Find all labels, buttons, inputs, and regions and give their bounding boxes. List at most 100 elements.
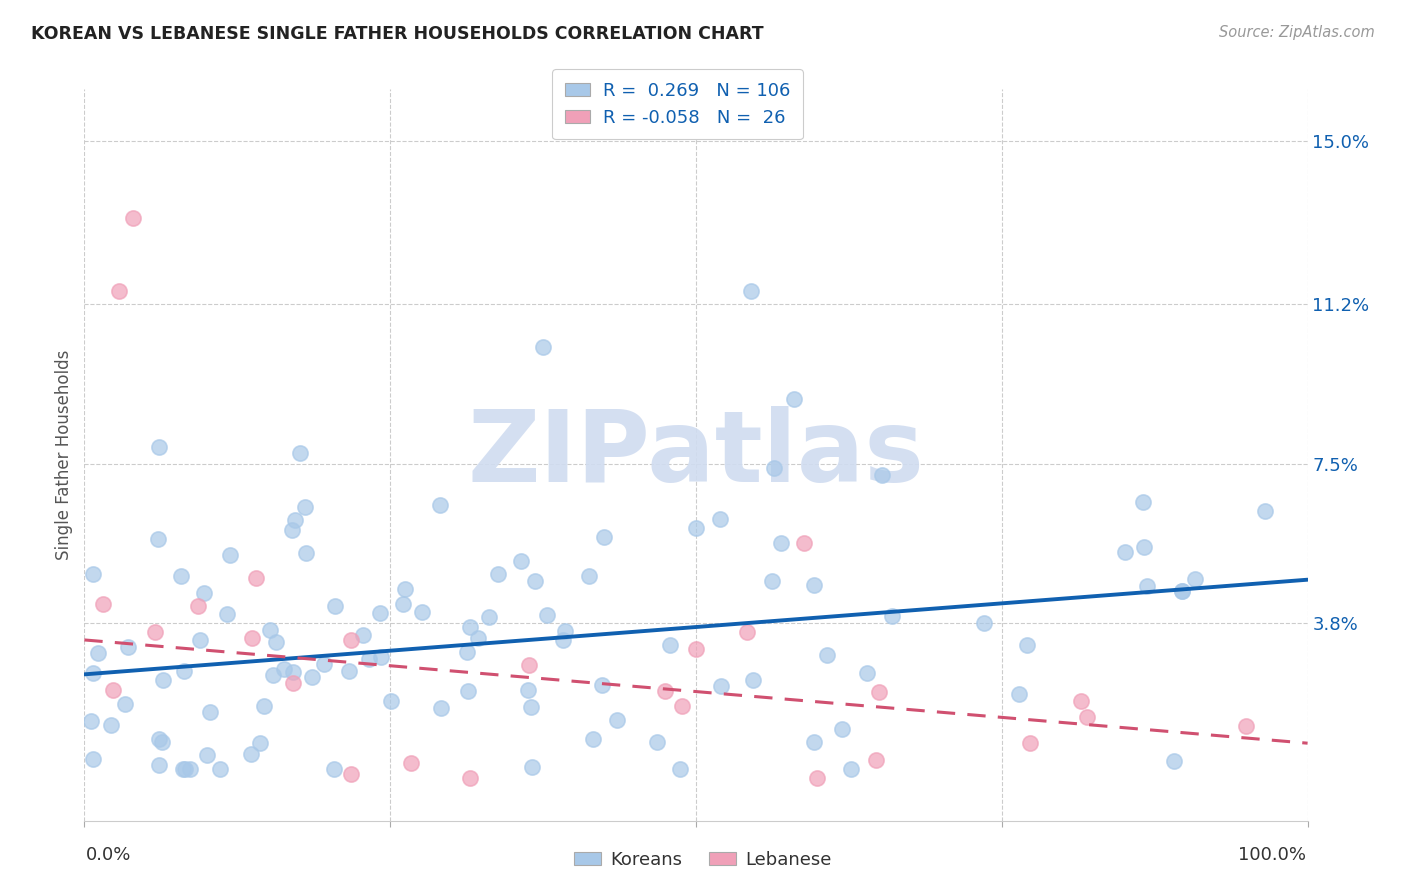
Point (208, 762, 231, 776)
Point (870, 467, 893, 482)
Point (339, 633, 361, 648)
Point (839, 762, 862, 776)
Point (80, 714, 103, 728)
Point (457, 684, 479, 698)
Point (645, 734, 668, 748)
Point (193, 586, 215, 600)
Point (148, 758, 170, 772)
Point (510, 554, 533, 568)
Point (685, 521, 707, 535)
Point (478, 610, 501, 624)
Point (281, 665, 304, 679)
Point (339, 767, 361, 781)
Point (264, 635, 287, 649)
Point (219, 548, 242, 562)
Point (187, 599, 209, 613)
Point (1070, 694, 1092, 708)
Point (740, 285, 762, 299)
Point (520, 760, 543, 774)
Point (710, 679, 733, 693)
Point (122, 211, 145, 226)
Point (1253, 504, 1275, 518)
Point (735, 624, 758, 639)
Point (380, 694, 402, 708)
Point (294, 500, 316, 514)
Point (288, 446, 311, 460)
Point (146, 532, 169, 546)
Text: ZIPatlas: ZIPatlas (468, 407, 924, 503)
Point (1163, 755, 1185, 769)
Legend: Koreans, Lebanese: Koreans, Lebanese (567, 844, 839, 876)
Point (865, 753, 887, 767)
Point (188, 633, 211, 648)
Point (1236, 719, 1258, 733)
Point (769, 535, 792, 549)
Point (815, 648, 838, 662)
Point (582, 732, 605, 747)
Point (87, 646, 110, 660)
Point (685, 641, 707, 656)
Point (394, 582, 416, 597)
Point (240, 631, 263, 645)
Point (195, 747, 218, 762)
Point (169, 569, 191, 583)
Point (803, 578, 825, 592)
Point (520, 699, 543, 714)
Point (359, 652, 381, 666)
Text: 0.0%: 0.0% (86, 847, 131, 864)
Point (117, 640, 139, 654)
Point (593, 530, 616, 544)
Point (215, 607, 238, 621)
Point (591, 678, 613, 692)
Point (709, 512, 731, 526)
Point (91, 597, 114, 611)
Point (262, 668, 284, 682)
Point (741, 673, 763, 687)
Point (143, 624, 166, 639)
Point (173, 762, 195, 776)
Point (152, 673, 174, 687)
Point (1076, 710, 1098, 724)
Point (578, 568, 600, 582)
Point (456, 645, 478, 659)
Point (200, 705, 222, 719)
Point (1136, 579, 1159, 593)
Point (323, 599, 346, 614)
Point (1132, 495, 1154, 509)
Point (352, 628, 374, 642)
Point (430, 700, 453, 714)
Point (283, 675, 305, 690)
Point (467, 632, 489, 646)
Point (793, 536, 815, 550)
Point (337, 664, 360, 678)
Point (806, 771, 828, 785)
Point (284, 513, 307, 527)
Point (671, 699, 693, 714)
Point (82, 567, 104, 582)
Point (517, 658, 540, 673)
Point (301, 670, 323, 684)
Point (761, 574, 783, 588)
Point (245, 571, 267, 585)
Point (280, 523, 302, 537)
Point (150, 735, 173, 749)
Point (654, 684, 676, 698)
Point (148, 731, 170, 746)
Point (1018, 735, 1040, 749)
Point (658, 638, 681, 652)
Point (536, 607, 558, 622)
Point (1132, 540, 1154, 554)
Point (411, 605, 433, 619)
Point (531, 340, 554, 354)
Point (1171, 583, 1194, 598)
Point (253, 699, 276, 714)
Point (179, 762, 201, 776)
Point (391, 597, 413, 611)
Point (486, 566, 509, 581)
Point (458, 619, 481, 633)
Point (516, 683, 538, 698)
Point (762, 460, 785, 475)
Point (148, 440, 170, 454)
Point (82, 665, 104, 680)
Point (259, 623, 281, 637)
